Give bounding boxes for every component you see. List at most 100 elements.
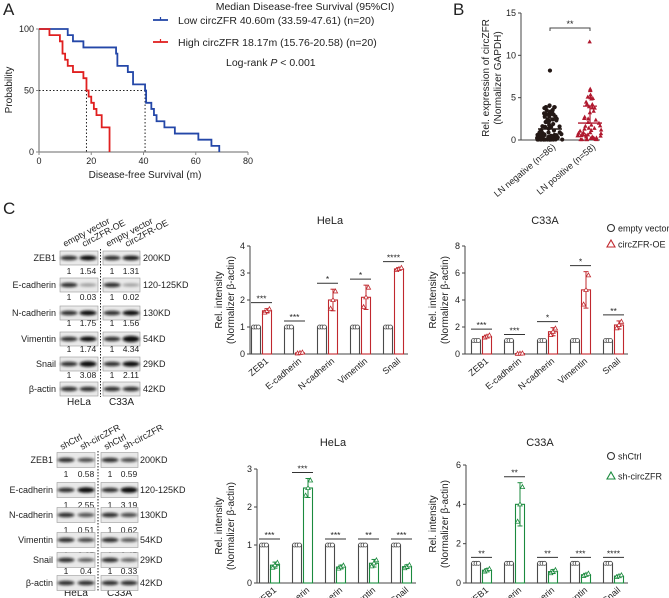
- data-point: [584, 101, 590, 106]
- data-point: [582, 126, 587, 131]
- band-quantification: 1: [110, 344, 115, 354]
- significance-label: **: [610, 306, 617, 316]
- protein-label: ZEB1: [30, 455, 53, 465]
- protein-band: [103, 310, 121, 316]
- chart-title: HeLa: [317, 215, 344, 227]
- data-point: [588, 87, 593, 92]
- x-tick-label: ZEB1: [467, 356, 491, 378]
- protein-band: [101, 580, 119, 586]
- data-point: [618, 318, 625, 324]
- data-point: [593, 136, 598, 141]
- data-point: [539, 137, 544, 142]
- significance-label: ***: [576, 548, 587, 558]
- blot-box: [56, 552, 96, 568]
- legend-triangle-icon: [606, 238, 616, 248]
- significance-label: **: [566, 19, 574, 29]
- data-point: [546, 130, 551, 135]
- data-point: [547, 68, 553, 73]
- protein-band: [101, 512, 119, 518]
- y-axis-title-2: (Normalizer β-actin): [440, 256, 451, 344]
- data-point: [590, 105, 595, 110]
- panel-label-a: A: [3, 0, 15, 19]
- logrank-annotation: Log-rank P < 0.001: [226, 57, 316, 69]
- protein-band: [120, 537, 138, 543]
- band-quantification: 1.75: [80, 318, 97, 328]
- blot-box: [56, 482, 96, 498]
- km-survival-chart: 0 20 40 60 80 0 50 100 Disease-free Survival (m)…: [4, 1, 394, 181]
- protein-band: [122, 283, 140, 287]
- blot-box: [102, 305, 141, 321]
- chart-title: HeLa: [320, 437, 347, 449]
- x-tick-label: N-cadherin: [516, 356, 556, 392]
- x-tick-label: ZEB1: [247, 356, 271, 378]
- protein-band: [103, 282, 121, 288]
- data-point: [542, 560, 547, 566]
- band-quantification: 3.08: [80, 370, 97, 380]
- x-tick-label: 40: [138, 156, 148, 166]
- y-tick-label: 0: [240, 349, 245, 359]
- band-quantification: 1: [108, 566, 113, 576]
- band-quantification: 0.02: [123, 292, 140, 302]
- band-quantification: 1: [67, 344, 72, 354]
- protein-band: [122, 386, 140, 392]
- y-tick-label: 6: [456, 460, 461, 470]
- protein-band: [101, 557, 119, 563]
- data-point: [288, 324, 294, 330]
- protein-band: [122, 361, 140, 367]
- protein-band: [103, 361, 121, 367]
- y-axis-title: Rel. intensity: [214, 271, 225, 328]
- protein-band: [79, 255, 97, 261]
- band-quantification: 1.74: [80, 344, 97, 354]
- protein-band: [77, 557, 95, 563]
- y-axis-title: Rel. intensity: [214, 497, 225, 554]
- x-tick-label: 60: [191, 156, 201, 166]
- protein-band: [103, 386, 121, 392]
- legend-label: empty vector: [618, 224, 669, 234]
- data-point: [598, 133, 603, 138]
- data-point: [517, 501, 523, 507]
- y-tick-label: 3: [247, 464, 252, 474]
- protein-band: [120, 558, 138, 562]
- data-point: [560, 137, 565, 142]
- data-point: [597, 123, 603, 128]
- y-tick-label: 8: [455, 241, 460, 251]
- logrank-prefix: Log-rank: [226, 57, 270, 69]
- bar: [382, 326, 394, 355]
- y-tick-label: 4: [456, 499, 461, 509]
- data-point: [575, 338, 580, 343]
- protein-label: N-cadherin: [12, 308, 56, 318]
- band-quantification: 0.59: [121, 469, 138, 479]
- bar: [291, 544, 303, 584]
- kd-label: 130KD: [143, 308, 171, 318]
- band-quantification: 1: [67, 266, 72, 276]
- blot-box: [102, 381, 141, 397]
- protein-band: [120, 487, 138, 493]
- band-quantification: 1.56: [123, 318, 140, 328]
- km-curve-low: [39, 28, 221, 152]
- data-point: [550, 328, 556, 334]
- blot-box: [100, 482, 139, 498]
- bar: [536, 562, 548, 584]
- data-point: [579, 137, 585, 142]
- data-point: [269, 564, 276, 570]
- protein-band: [57, 580, 75, 586]
- y-axis-title-2: (Normalizer β-actin): [440, 480, 451, 568]
- bar: [261, 310, 273, 355]
- y-axis-title-2: (Normalizer GAPDH): [493, 31, 504, 124]
- x-tick-label: E-cadherin: [484, 585, 524, 598]
- x-tick-label: E-cadherin: [272, 585, 312, 598]
- data-point: [544, 119, 550, 125]
- panel-label-b: B: [453, 0, 464, 19]
- blot-box: [59, 356, 99, 372]
- protein-band: [60, 361, 78, 367]
- y-tick-label: 0: [455, 349, 460, 359]
- y-tick-label: 0: [29, 147, 34, 157]
- data-point: [613, 324, 620, 331]
- band-quantification: 1: [108, 500, 113, 510]
- data-point: [398, 264, 405, 270]
- data-point: [586, 125, 591, 130]
- kd-label: 200KD: [143, 253, 171, 263]
- bar: [283, 326, 295, 355]
- data-point: [552, 325, 559, 331]
- data-point: [368, 563, 375, 569]
